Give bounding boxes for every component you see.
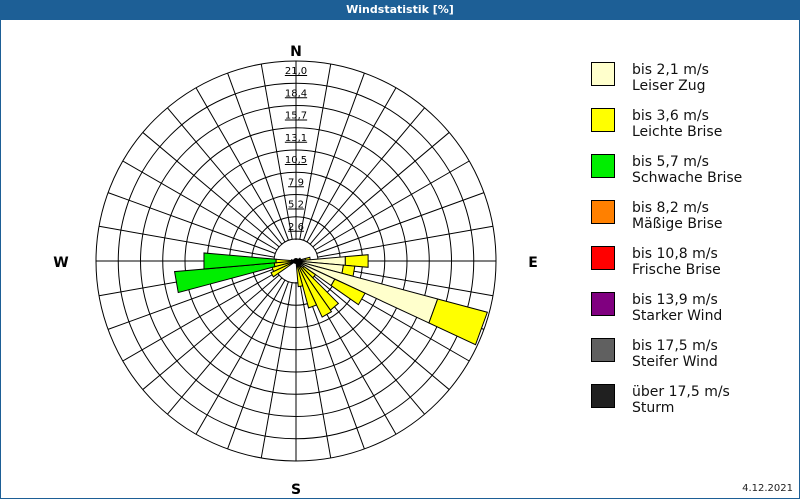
radial-tick-label: 2,6 <box>288 222 304 233</box>
grid-spoke <box>314 160 470 251</box>
wind-sector-segment <box>330 278 366 306</box>
legend-swatch <box>591 154 615 178</box>
grid-spoke <box>227 72 289 241</box>
legend-label: bis 8,2 m/s Mäßige Brise <box>632 200 723 232</box>
wind-sector-segment <box>173 262 276 294</box>
legend-swatch <box>591 62 615 86</box>
legend-swatch <box>591 246 615 270</box>
legend-swatch <box>591 338 615 362</box>
compass-west: W <box>53 255 68 271</box>
radial-tick-label: 5,2 <box>288 200 304 211</box>
legend-label: über 17,5 m/s Sturm <box>632 384 730 416</box>
radial-tick-label: 18,4 <box>285 88 307 99</box>
grid-spoke <box>227 281 289 450</box>
legend-swatch <box>591 108 615 132</box>
grid-spoke <box>260 282 293 459</box>
grid-spoke <box>122 271 278 362</box>
grid-spoke <box>122 160 278 251</box>
grid-spoke <box>303 281 365 450</box>
grid-spoke <box>312 274 450 390</box>
grid-spoke <box>312 132 450 248</box>
grid-spoke <box>306 87 397 243</box>
compass-north: N <box>290 44 302 60</box>
legend-label: bis 13,9 m/s Starker Wind <box>632 292 723 324</box>
grid-spoke <box>195 87 286 243</box>
chart-date: 4.12.2021 <box>742 483 793 494</box>
grid-spoke <box>309 107 425 245</box>
legend-label: bis 2,1 m/s Leiser Zug <box>632 62 709 94</box>
legend-swatch <box>591 200 615 224</box>
window-title: Windstatistik [%] <box>346 3 454 16</box>
radial-tick-label: 21,0 <box>285 66 307 77</box>
grid-spoke <box>107 268 276 330</box>
grid-spoke <box>167 107 283 245</box>
legend-swatch <box>591 292 615 316</box>
grid-spoke <box>299 282 332 459</box>
radial-tick-label: 13,1 <box>285 133 307 144</box>
compass-east: E <box>528 255 538 271</box>
legend-label: bis 5,7 m/s Schwache Brise <box>632 154 743 186</box>
wind-sector-segment <box>297 258 302 261</box>
grid-spoke <box>142 132 280 248</box>
radial-tick-label: 15,7 <box>285 111 307 122</box>
radial-tick-label: 10,5 <box>285 155 307 166</box>
grid-spoke <box>107 192 276 254</box>
grid-spoke <box>98 225 275 258</box>
wind-sector-segment <box>203 252 277 270</box>
window-title-bar: Windstatistik [%] <box>0 0 800 20</box>
grid-spoke <box>167 277 283 415</box>
center-marker <box>293 258 299 264</box>
grid-spoke <box>142 274 280 390</box>
legend-label: bis 17,5 m/s Steifer Wind <box>632 338 718 370</box>
legend-label: bis 10,8 m/s Frische Brise <box>632 246 721 278</box>
grid-spoke <box>299 63 332 240</box>
grid-spoke <box>316 192 485 254</box>
grid-spoke <box>195 279 286 435</box>
wind-sector-segment <box>428 298 489 346</box>
legend-label: bis 3,6 m/s Leichte Brise <box>632 108 723 140</box>
grid-spoke <box>317 225 494 258</box>
chart-panel: 2,6 5,2 7,9 10,5 13,1 15,7 18,4 21,0 N S W E bis 2,… <box>0 20 800 499</box>
grid-spoke <box>303 72 365 241</box>
radial-tick-label: 7,9 <box>288 177 304 188</box>
grid-spoke <box>260 63 293 240</box>
wind-sector-segment <box>344 254 369 268</box>
compass-south: S <box>291 482 301 498</box>
wind-rose-chart: 2,6 5,2 7,9 10,5 13,1 15,7 18,4 21,0 N S W E <box>53 44 538 498</box>
legend-swatch <box>591 384 615 408</box>
